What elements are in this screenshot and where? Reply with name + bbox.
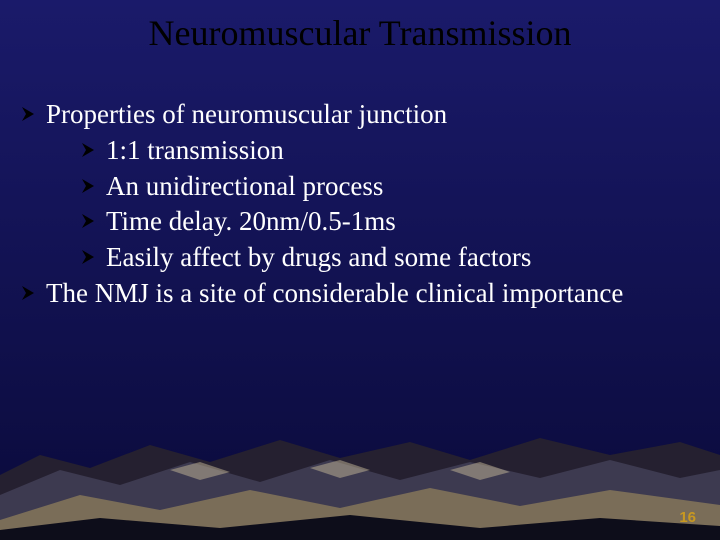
bullet-item: Time delay. 20nm/0.5-1ms xyxy=(80,205,690,239)
bullet-arrow-icon xyxy=(80,212,98,230)
bullet-item: Easily affect by drugs and some factors xyxy=(80,241,690,275)
bullet-arrow-icon xyxy=(20,284,38,302)
background-mountains xyxy=(0,400,720,540)
bullet-arrow-icon xyxy=(20,105,38,123)
bullet-item: The NMJ is a site of considerable clinic… xyxy=(20,277,690,311)
bullet-arrow-icon xyxy=(80,141,98,159)
bullet-text: The NMJ is a site of considerable clinic… xyxy=(46,277,623,311)
bullet-item: An unidirectional process xyxy=(80,170,690,204)
slide-title: Neuromuscular Transmission xyxy=(0,12,720,54)
bullet-text: Properties of neuromuscular junction xyxy=(46,98,447,132)
bullet-text: An unidirectional process xyxy=(106,170,383,204)
page-number: 16 xyxy=(679,509,696,526)
bullet-item: Properties of neuromuscular junction xyxy=(20,98,690,132)
bullet-text: Time delay. 20nm/0.5-1ms xyxy=(106,205,396,239)
bullet-arrow-icon xyxy=(80,248,98,266)
slide-body: Properties of neuromuscular junction1:1 … xyxy=(20,98,690,313)
bullet-item: 1:1 transmission xyxy=(80,134,690,168)
bullet-text: Easily affect by drugs and some factors xyxy=(106,241,531,275)
bullet-text: 1:1 transmission xyxy=(106,134,284,168)
bullet-arrow-icon xyxy=(80,177,98,195)
